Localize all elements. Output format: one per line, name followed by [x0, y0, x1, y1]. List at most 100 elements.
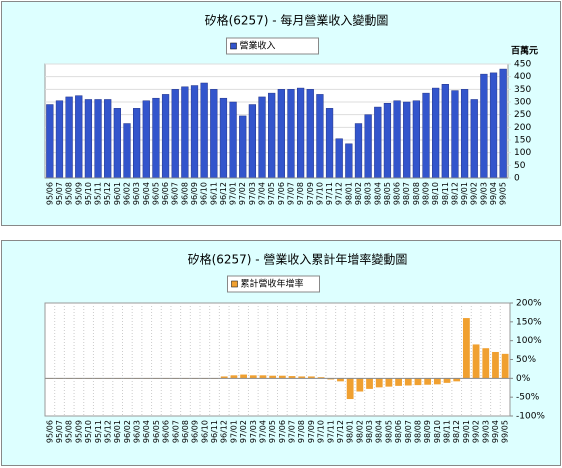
bar	[403, 101, 411, 179]
x-tick-label: 97/05	[267, 182, 276, 205]
x-tick-label: 99/02	[472, 420, 481, 443]
bar	[433, 378, 441, 385]
bar	[346, 378, 354, 400]
x-tick-label: 99/05	[499, 182, 508, 205]
legend-swatch	[231, 280, 238, 288]
bar	[501, 353, 509, 379]
bar	[133, 108, 141, 179]
y-tick-label: 150%	[516, 317, 542, 327]
y-tick-label: 200%	[516, 299, 542, 309]
x-tick-label: 97/11	[326, 420, 335, 443]
bar	[316, 94, 324, 179]
x-tick-label: 96/07	[171, 182, 180, 205]
x-tick-label: 99/04	[491, 420, 500, 443]
bar	[393, 100, 401, 179]
x-tick-label: 98/04	[375, 420, 384, 443]
x-tick-label: 99/01	[462, 420, 471, 443]
bar	[499, 68, 507, 179]
x-tick-label: 97/05	[268, 420, 277, 443]
bar	[152, 97, 160, 179]
bar	[414, 378, 422, 386]
bar	[470, 99, 478, 179]
bar	[364, 114, 372, 179]
bar	[383, 103, 392, 179]
y-tick-label: 450	[514, 60, 531, 70]
bar	[412, 100, 420, 179]
bar	[443, 378, 451, 383]
y-tick-label: 100%	[516, 336, 542, 346]
x-tick-label: 99/05	[501, 420, 510, 443]
x-tick-label: 96/12	[220, 420, 229, 443]
x-tick-label: 97/12	[335, 182, 344, 205]
y-tick-label: 50%	[516, 355, 536, 365]
x-tick-label: 99/04	[489, 182, 498, 205]
bar	[422, 92, 430, 179]
x-tick-label: 95/08	[65, 182, 74, 205]
x-tick-label: 95/09	[74, 420, 83, 443]
bar	[453, 378, 461, 382]
x-tick-label: 96/10	[200, 182, 209, 205]
x-tick-label: 97/02	[239, 420, 248, 443]
x-tick-label: 98/04	[373, 182, 382, 205]
x-tick-label: 98/07	[404, 420, 413, 443]
bar	[278, 375, 286, 379]
x-tick-label: 96/08	[181, 420, 190, 443]
x-tick-label: 97/01	[229, 420, 238, 443]
legend-label: 累計營收年增率	[241, 278, 304, 290]
x-tick-label: 96/12	[219, 182, 228, 205]
bar	[327, 378, 335, 380]
y-tick-label: 250	[514, 110, 531, 120]
y-tick-label: 200	[514, 123, 531, 133]
x-tick-label: 95/07	[55, 420, 64, 443]
x-tick-label: 98/02	[355, 420, 364, 443]
y-tick-label: 300	[514, 98, 531, 108]
y-tick-label: -100%	[516, 412, 545, 422]
bar	[75, 95, 83, 179]
x-tick-label: 98/12	[452, 420, 461, 443]
x-tick-label: 95/12	[103, 420, 112, 443]
bar	[161, 94, 170, 179]
bar	[296, 87, 305, 179]
legend-box	[226, 37, 319, 55]
bar	[55, 100, 64, 179]
bar	[210, 89, 218, 179]
bar	[472, 344, 480, 379]
x-tick-label: 97/06	[277, 182, 286, 205]
x-tick-label: 96/02	[123, 420, 132, 443]
bar	[335, 138, 343, 179]
x-tick-label: 98/11	[441, 182, 450, 205]
x-tick-label: 97/11	[325, 182, 334, 205]
x-tick-label: 98/03	[365, 420, 374, 443]
bar	[123, 123, 131, 179]
x-tick-label: 98/10	[431, 182, 440, 205]
bar	[94, 99, 102, 179]
bar	[463, 318, 470, 379]
chart-title: 矽格(6257) - 營業收入累計年增率變動圖	[188, 252, 408, 267]
x-tick-label: 96/04	[142, 420, 151, 443]
bar	[268, 92, 276, 179]
bar	[480, 73, 488, 179]
bar	[489, 72, 498, 179]
x-tick-label: 96/07	[171, 420, 180, 443]
bar	[104, 99, 112, 179]
bar	[308, 376, 315, 379]
bar	[374, 106, 382, 179]
x-tick-label: 98/08	[412, 182, 421, 205]
bar	[298, 376, 306, 379]
bar	[345, 143, 353, 179]
y-tick-label: 50	[514, 161, 526, 171]
x-tick-label: 98/01	[344, 182, 353, 205]
x-tick-label: 97/03	[248, 182, 257, 205]
bar	[354, 123, 363, 179]
x-tick-label: 97/01	[229, 182, 238, 205]
bar	[356, 378, 364, 392]
y-tick-label: 400	[514, 72, 531, 82]
bar	[441, 84, 449, 179]
legend-swatch	[230, 42, 237, 50]
bar	[288, 376, 296, 379]
x-tick-label: 98/02	[354, 182, 363, 205]
x-tick-label: 96/11	[209, 182, 218, 205]
x-tick-label: 97/04	[258, 420, 267, 443]
x-tick-label: 97/02	[238, 182, 247, 205]
y-tick-label: 150	[514, 136, 531, 146]
